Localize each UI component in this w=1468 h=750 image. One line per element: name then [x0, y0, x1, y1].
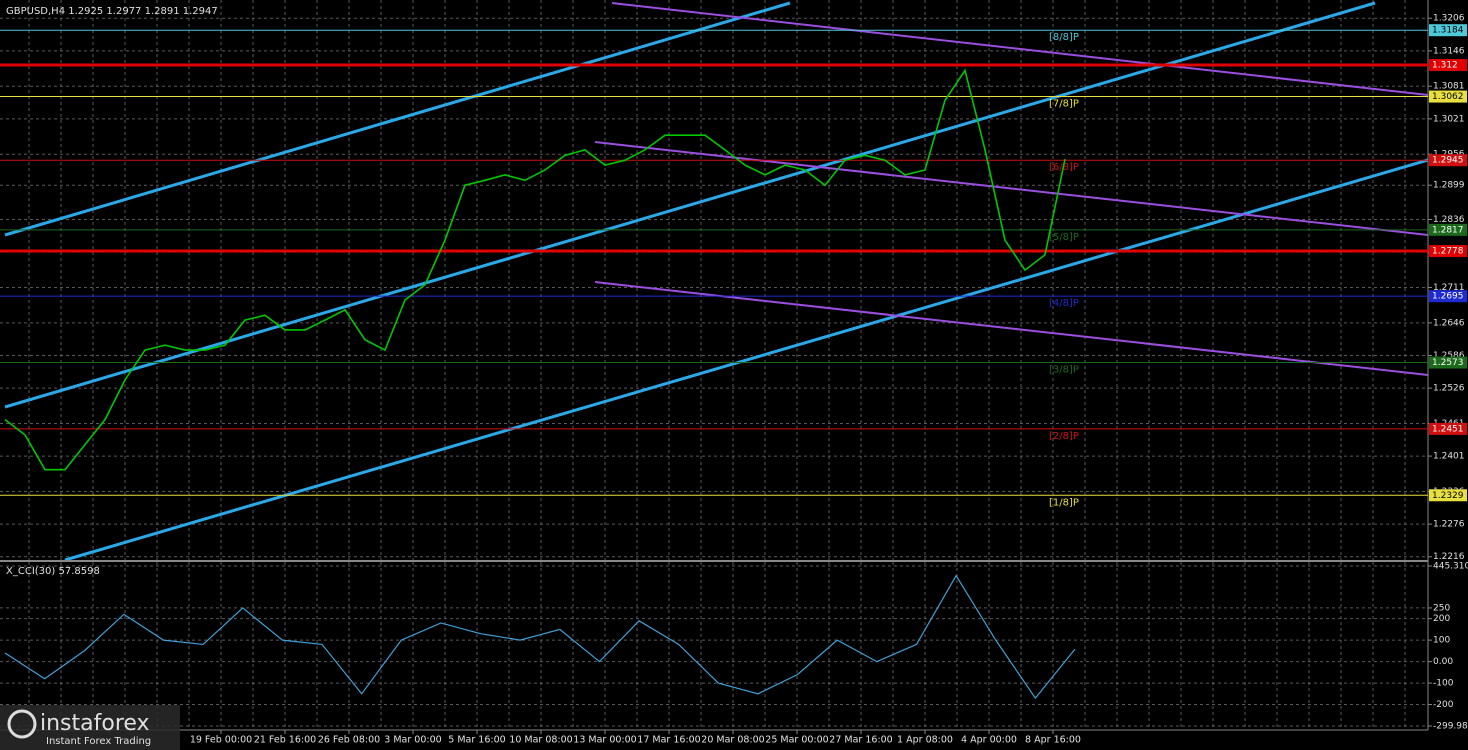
y-tick-label: -100 [1433, 679, 1454, 689]
y-tick-label: 1.3081 [1433, 82, 1465, 92]
trend-lines [4, 1, 1429, 562]
level-label: 1.3184 [1432, 26, 1464, 36]
regression-line [594, 141, 1429, 236]
x-tick-label: 19 Feb 00:00 [190, 735, 252, 746]
murrey-label: [3/8]P [1049, 365, 1079, 376]
level-label: 1.2945 [1432, 156, 1464, 166]
y-tick-label: 1.2216 [1433, 552, 1465, 562]
murrey-label: [4/8]P [1049, 298, 1079, 309]
x-tick-label: 26 Feb 08:00 [318, 735, 380, 746]
y-tick-label: 1.3146 [1433, 46, 1465, 56]
x-tick-label: 1 Apr 08:00 [897, 735, 953, 746]
x-tick-label: 13 Mar 00:00 [573, 735, 636, 746]
murrey-label: [7/8]P [1049, 99, 1079, 110]
x-tick-label: 10 Mar 08:00 [509, 735, 572, 746]
grid [0, 0, 1428, 730]
level-label: 1.2573 [1432, 358, 1464, 368]
level-label: 1.312 [1432, 61, 1458, 71]
murrey-label: [5/8]P [1049, 232, 1079, 243]
y-tick-label: 1.3206 [1433, 14, 1465, 24]
x-tick-label: 20 Mar 08:00 [701, 735, 764, 746]
cci-line [4, 574, 1076, 700]
y-tick-label: 1.2711 [1433, 283, 1465, 293]
logo-icon [7, 709, 37, 739]
y-tick-label: 100 [1433, 636, 1450, 646]
y-tick-label: -299.982 [1433, 722, 1468, 732]
y-tick-label: 1.2586 [1433, 351, 1465, 361]
level-label: 1.2329 [1432, 491, 1464, 501]
level-label: 1.2778 [1432, 247, 1464, 257]
y-tick-label: 1.2646 [1433, 318, 1465, 328]
channel-line [4, 1, 1376, 409]
chart-title: GBPUSD,H4 1.2925 1.2977 1.2891 1.2947 [6, 6, 218, 17]
price-line [4, 68, 1066, 471]
x-tick-label: 17 Mar 16:00 [637, 735, 700, 746]
level-label-box [1429, 356, 1467, 369]
level-label: 1.2451 [1432, 424, 1464, 434]
regression-line [594, 281, 1429, 376]
level-label: 1.3062 [1432, 92, 1464, 102]
y-tick-label: 1.2899 [1433, 181, 1465, 191]
indicator-title: X_CCI(30) 57.8598 [6, 566, 100, 577]
y-tick-label: 1.3021 [1433, 114, 1465, 124]
panel-separator [0, 560, 1428, 562]
x-tick-label: 21 Feb 16:00 [254, 735, 316, 746]
logo-name: instaforex [40, 711, 150, 736]
level-label-box [1429, 90, 1467, 103]
level-label-box [1429, 223, 1467, 236]
y-tick-label: 1.2401 [1433, 452, 1465, 462]
x-tick-label: 25 Mar 00:00 [765, 735, 828, 746]
level-label-box [1429, 489, 1467, 502]
murrey-label: [1/8]P [1049, 497, 1079, 508]
level-label-box [1429, 59, 1467, 72]
y-tick-label: -200 [1433, 700, 1454, 710]
y-tick-label: 1.2276 [1433, 520, 1465, 530]
y-tick-label: 200 [1433, 614, 1450, 624]
level-label: 1.2695 [1432, 292, 1464, 302]
y-tick-label: 1.2836 [1433, 215, 1465, 225]
regression-line [611, 2, 1429, 96]
level-label-box [1429, 154, 1467, 167]
channel-line [64, 158, 1429, 562]
level-label-box [1429, 290, 1467, 303]
level-label-box [1429, 24, 1467, 37]
x-tick-label: 4 Apr 00:00 [961, 735, 1017, 746]
y-tick-label: 445.3108 [1433, 562, 1468, 572]
x-tick-label: 8 Apr 16:00 [1025, 735, 1081, 746]
y-tick-label: 0.00 [1433, 657, 1453, 667]
y-tick-label: 250 [1433, 603, 1450, 613]
level-label: 1.2817 [1432, 225, 1464, 235]
level-label-box [1429, 245, 1467, 258]
x-tick-label: 27 Mar 16:00 [829, 735, 892, 746]
logo-tagline: Instant Forex Trading [46, 736, 151, 747]
x-tick-label: 3 Mar 00:00 [384, 735, 441, 746]
level-label-box [1429, 422, 1467, 435]
murrey-label: [8/8]P [1049, 32, 1079, 43]
channel-line [4, 1, 791, 237]
x-tick-label: 5 Mar 16:00 [448, 735, 505, 746]
murrey-label: [2/8]P [1049, 431, 1079, 442]
logo: instaforex Instant Forex Trading [0, 705, 180, 750]
y-tick-label: 1.2526 [1433, 384, 1465, 394]
